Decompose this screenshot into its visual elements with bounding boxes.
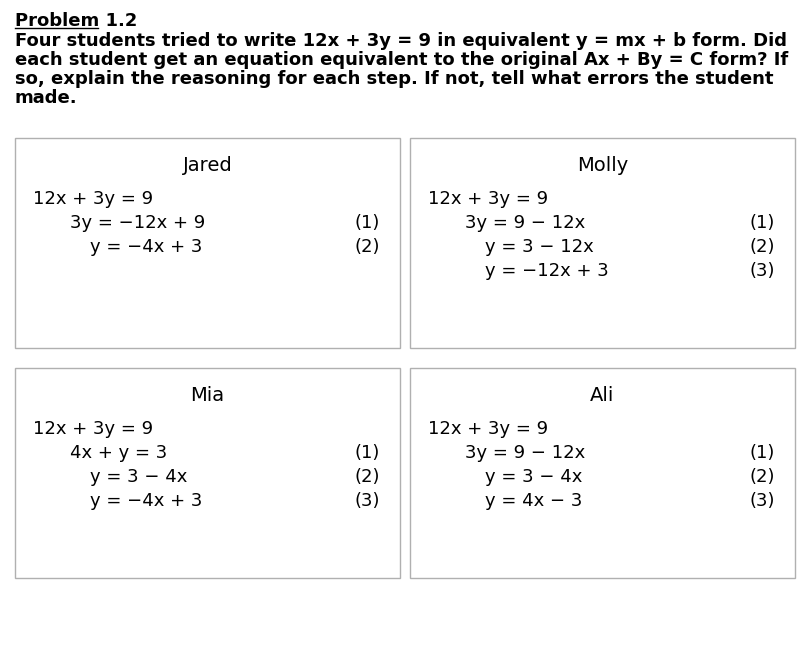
- Text: (1): (1): [354, 214, 380, 232]
- Text: 3y = −12x + 9: 3y = −12x + 9: [70, 214, 206, 232]
- Text: made.: made.: [15, 89, 78, 107]
- Text: (1): (1): [750, 444, 775, 462]
- Text: (3): (3): [750, 262, 775, 280]
- Text: each student get an equation equivalent to the original Ax + By = C form? If: each student get an equation equivalent …: [15, 51, 788, 69]
- Text: 12x + 3y = 9: 12x + 3y = 9: [33, 420, 153, 438]
- Text: 12x + 3y = 9: 12x + 3y = 9: [428, 420, 548, 438]
- Text: (2): (2): [354, 468, 380, 486]
- Text: 4x + y = 3: 4x + y = 3: [70, 444, 167, 462]
- Text: y = −4x + 3: y = −4x + 3: [90, 492, 202, 510]
- Text: Molly: Molly: [577, 156, 628, 175]
- Text: Four students tried to write 12x + 3y = 9 in equivalent y = mx + b form. Did: Four students tried to write 12x + 3y = …: [15, 32, 787, 50]
- Text: Problem 1.2: Problem 1.2: [15, 12, 138, 30]
- Text: 12x + 3y = 9: 12x + 3y = 9: [33, 190, 153, 208]
- FancyBboxPatch shape: [15, 138, 400, 348]
- Text: Jared: Jared: [182, 156, 232, 175]
- FancyBboxPatch shape: [410, 138, 795, 348]
- Text: (3): (3): [354, 492, 380, 510]
- Text: 12x + 3y = 9: 12x + 3y = 9: [428, 190, 548, 208]
- Text: 3y = 9 − 12x: 3y = 9 − 12x: [465, 444, 586, 462]
- Text: (1): (1): [354, 444, 380, 462]
- Text: (2): (2): [750, 238, 775, 256]
- Text: (2): (2): [354, 238, 380, 256]
- FancyBboxPatch shape: [15, 368, 400, 578]
- FancyBboxPatch shape: [410, 368, 795, 578]
- Text: y = 4x − 3: y = 4x − 3: [485, 492, 582, 510]
- Text: so, explain the reasoning for each step. If not, tell what errors the student: so, explain the reasoning for each step.…: [15, 70, 774, 88]
- Text: y = −12x + 3: y = −12x + 3: [485, 262, 609, 280]
- Text: y = 3 − 4x: y = 3 − 4x: [485, 468, 582, 486]
- Text: (3): (3): [750, 492, 775, 510]
- Text: (2): (2): [750, 468, 775, 486]
- Text: Mia: Mia: [190, 386, 225, 405]
- Text: 3y = 9 − 12x: 3y = 9 − 12x: [465, 214, 586, 232]
- Text: y = 3 − 4x: y = 3 − 4x: [90, 468, 187, 486]
- Text: y = −4x + 3: y = −4x + 3: [90, 238, 202, 256]
- Text: Ali: Ali: [590, 386, 614, 405]
- Text: (1): (1): [750, 214, 775, 232]
- Text: y = 3 − 12x: y = 3 − 12x: [485, 238, 594, 256]
